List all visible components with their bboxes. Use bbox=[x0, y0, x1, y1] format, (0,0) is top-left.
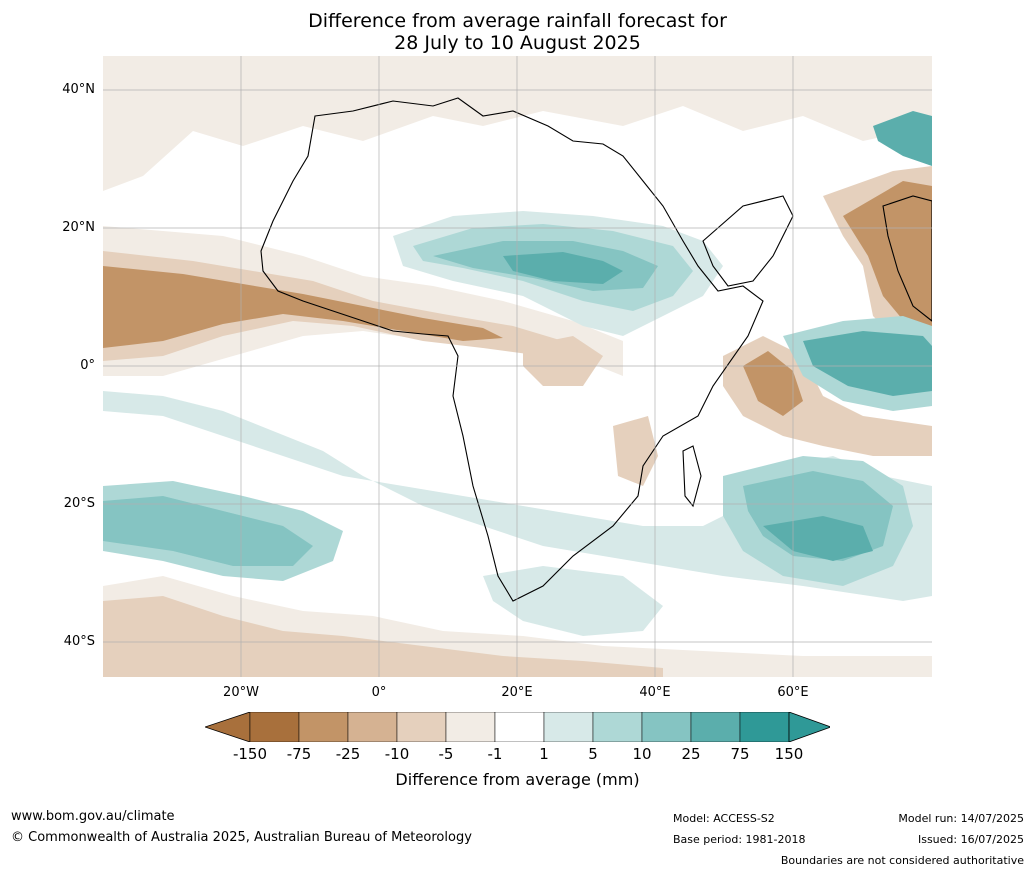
colorbar-tick-label: -25 bbox=[335, 745, 361, 763]
arabia-coastline bbox=[702, 195, 794, 287]
lat-label-40n: 40°N bbox=[62, 82, 95, 97]
lat-label-equator: 0° bbox=[80, 358, 95, 373]
graticule bbox=[103, 56, 932, 677]
colorbar-tick-label: 5 bbox=[588, 745, 598, 763]
title-line-2: 28 July to 10 August 2025 bbox=[394, 32, 641, 54]
lat-label-20s: 20°S bbox=[63, 496, 95, 511]
colorbar-segment bbox=[445, 712, 496, 742]
colorbar-segment bbox=[298, 712, 349, 742]
colorbar-segment bbox=[347, 712, 398, 742]
wet-anomaly-regions bbox=[103, 111, 932, 636]
colorbar-segment bbox=[690, 712, 741, 742]
colorbar-segment bbox=[494, 712, 545, 742]
colorbar-tick-label: 25 bbox=[681, 745, 701, 763]
footer-base-period: Base period: 1981-2018 bbox=[673, 833, 806, 846]
colorbar-tick-label: 75 bbox=[730, 745, 750, 763]
africa-coastline bbox=[260, 97, 764, 602]
colorbar-segment bbox=[396, 712, 447, 742]
colorbar-tick-label: 150 bbox=[774, 745, 804, 763]
lon-label-20w: 20°W bbox=[223, 685, 259, 700]
rainfall-anomaly-map bbox=[103, 56, 932, 677]
lon-label-20e: 20°E bbox=[501, 685, 533, 700]
colorbar-segment bbox=[641, 712, 692, 742]
footer-issued: Issued: 16/07/2025 bbox=[917, 833, 1024, 846]
colorbar-segment bbox=[249, 712, 300, 742]
lon-label-0: 0° bbox=[371, 685, 387, 700]
colorbar-label: Difference from average (mm) bbox=[395, 770, 640, 789]
colorbar-extend-high bbox=[788, 712, 830, 742]
footer-copyright: © Commonwealth of Australia 2025, Austra… bbox=[11, 830, 472, 845]
colorbar-segment bbox=[739, 712, 790, 742]
colorbar-extend-low bbox=[205, 712, 251, 742]
land-outline bbox=[260, 97, 932, 602]
colorbar-tick-label: -10 bbox=[384, 745, 410, 763]
lat-label-40s: 40°S bbox=[63, 634, 95, 649]
madagascar-coastline bbox=[682, 445, 702, 508]
colorbar-tick-label: -1 bbox=[487, 745, 503, 763]
colorbar-segment bbox=[543, 712, 594, 742]
lon-label-40e: 40°E bbox=[639, 685, 671, 700]
colorbar-tick-label: 10 bbox=[632, 745, 652, 763]
footer-disclaimer: Boundaries are not considered authoritat… bbox=[780, 854, 1024, 867]
lon-label-60e: 60°E bbox=[777, 685, 809, 700]
footer-url: www.bom.gov.au/climate bbox=[11, 809, 175, 824]
colorbar-segment bbox=[592, 712, 643, 742]
colorbar-tick-label: -150 bbox=[232, 745, 268, 763]
colorbar-tick-label: -5 bbox=[438, 745, 454, 763]
footer-model-run: Model run: 14/07/2025 bbox=[898, 812, 1024, 825]
colorbar-tick-label: 1 bbox=[539, 745, 549, 763]
colorbar-segments bbox=[205, 712, 830, 742]
colorbar-tick-label: -75 bbox=[286, 745, 312, 763]
colorbar bbox=[205, 712, 830, 742]
footer-model: Model: ACCESS-S2 bbox=[673, 812, 775, 825]
lat-label-20n: 20°N bbox=[62, 220, 95, 235]
title-line-1: Difference from average rainfall forecas… bbox=[308, 10, 727, 32]
map-title: Difference from average rainfall forecas… bbox=[0, 10, 1035, 54]
india-coastline bbox=[882, 195, 932, 322]
